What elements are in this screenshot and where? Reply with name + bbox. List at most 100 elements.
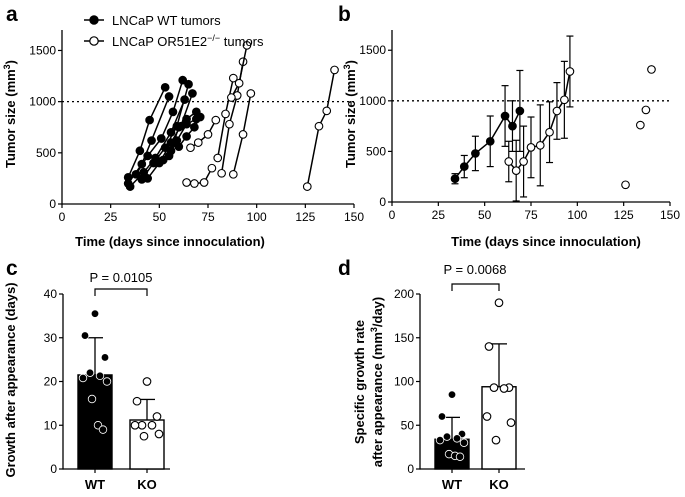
data-point-wt (100, 353, 110, 362)
data-point-wt (158, 155, 168, 165)
data-point-ko (506, 418, 516, 427)
data-point-wt (102, 377, 112, 386)
y-tick-label-d: 100 (394, 375, 414, 389)
data-point-wt (437, 412, 447, 421)
data-point-ko (234, 78, 244, 88)
legend-label-ko: LNCaP OR51E2−/− tumors (112, 33, 264, 49)
data-point-wt (168, 107, 178, 117)
bar-wt (77, 374, 113, 470)
data-point-ko (217, 168, 226, 178)
data-point-wt (459, 162, 469, 171)
data-point-ko (225, 119, 234, 129)
bar-ko (481, 386, 517, 470)
data-point-ko (139, 431, 149, 441)
panel-letter-d: d (338, 257, 351, 280)
data-point-wt (195, 112, 205, 122)
y-tick-label-b: 1000 (359, 94, 386, 108)
y-axis-title-c: Growth after appearance (days) (3, 282, 18, 477)
data-point-ko (147, 420, 157, 430)
y-tick-label-b: 500 (366, 144, 386, 158)
data-point-ko (182, 178, 191, 187)
series-line-ko (306, 69, 336, 187)
data-point-wt (156, 134, 166, 143)
data-point-wt (459, 438, 469, 447)
data-point-wt (87, 394, 97, 404)
data-point-ko (484, 342, 494, 351)
data-point-ko (152, 412, 162, 421)
data-point-ko (641, 105, 651, 115)
data-point-wt (471, 149, 480, 158)
data-point-wt (98, 425, 108, 434)
category-label-wt: WT (85, 477, 105, 492)
y-tick-label-d: 50 (401, 418, 415, 432)
data-point-wt (447, 390, 457, 399)
x-tick-label-b: 125 (614, 208, 634, 222)
x-tick-label-a: 50 (153, 210, 167, 224)
data-point-wt (500, 111, 510, 121)
data-point-ko (552, 106, 562, 116)
data-point-wt (455, 452, 465, 461)
data-point-ko (302, 182, 312, 191)
y-tick-label-a: 1500 (29, 43, 56, 57)
data-point-ko (186, 143, 195, 153)
series-line-wt (127, 86, 166, 178)
data-point-ko (519, 157, 528, 166)
x-axis-title-a: Time (days since innoculation) (75, 234, 265, 249)
panel-letter-c: c (6, 257, 18, 280)
panel-letter-b: b (338, 3, 351, 26)
data-point-ko (242, 41, 252, 50)
data-point-ko (203, 130, 213, 139)
y-tick-label-c: 40 (44, 287, 58, 301)
data-point-ko (647, 65, 656, 74)
data-point-ko (246, 89, 256, 98)
data-point-ko (314, 121, 324, 131)
p-value-d: P = 0.0068 (443, 262, 506, 277)
data-point-ko (545, 127, 554, 137)
data-point-ko (228, 169, 238, 179)
data-point-wt (450, 174, 460, 184)
x-tick-label-b: 100 (567, 208, 587, 222)
x-tick-label-a: 75 (201, 210, 215, 224)
y-tick-label-b: 1500 (359, 43, 386, 57)
x-axis-title-b: Time (days since innoculation) (451, 234, 641, 249)
data-point-ko (228, 73, 238, 83)
data-point-ko (322, 106, 332, 116)
legend-label-wt: LNCaP WT tumors (112, 13, 221, 28)
data-point-wt (85, 368, 95, 377)
data-point-ko (560, 95, 569, 105)
y-axis-title-b: Tumor size (mm3) (342, 60, 358, 168)
data-point-wt (182, 132, 191, 141)
x-tick-label-a: 150 (344, 210, 364, 224)
data-point-wt (184, 79, 193, 89)
data-point-ko (511, 166, 521, 175)
data-point-ko (142, 377, 152, 386)
x-tick-label-a: 100 (247, 210, 267, 224)
category-label-ko: KO (137, 477, 157, 492)
series-line-ko (190, 119, 217, 149)
data-point-wt (131, 169, 141, 179)
y-axis-title-d-line1: Specific growth rate (352, 320, 367, 444)
x-tick-label-b: 25 (432, 208, 446, 222)
y-axis-title-a: Tumor size (mm3) (2, 60, 18, 168)
data-point-ko (621, 180, 630, 190)
data-point-ko (499, 384, 509, 393)
data-point-wt (145, 115, 154, 125)
x-tick-label-a: 25 (104, 210, 118, 224)
data-point-wt (485, 136, 495, 146)
data-point-wt (164, 92, 174, 101)
data-point-ko (526, 143, 536, 152)
data-point-ko (211, 115, 221, 125)
data-point-ko (494, 298, 504, 308)
data-point-wt (80, 331, 90, 340)
data-point-ko (330, 65, 339, 75)
data-point-wt (143, 151, 153, 161)
x-tick-label-a: 0 (59, 210, 66, 224)
data-point-ko (504, 157, 514, 166)
data-point-ko (565, 67, 575, 76)
panel-d-chart: 0 50 100 150 200 WT KO P = 0.0068 Specific gro… (352, 262, 525, 492)
x-tick-label-a: 125 (295, 210, 315, 224)
data-point-ko (221, 109, 230, 119)
